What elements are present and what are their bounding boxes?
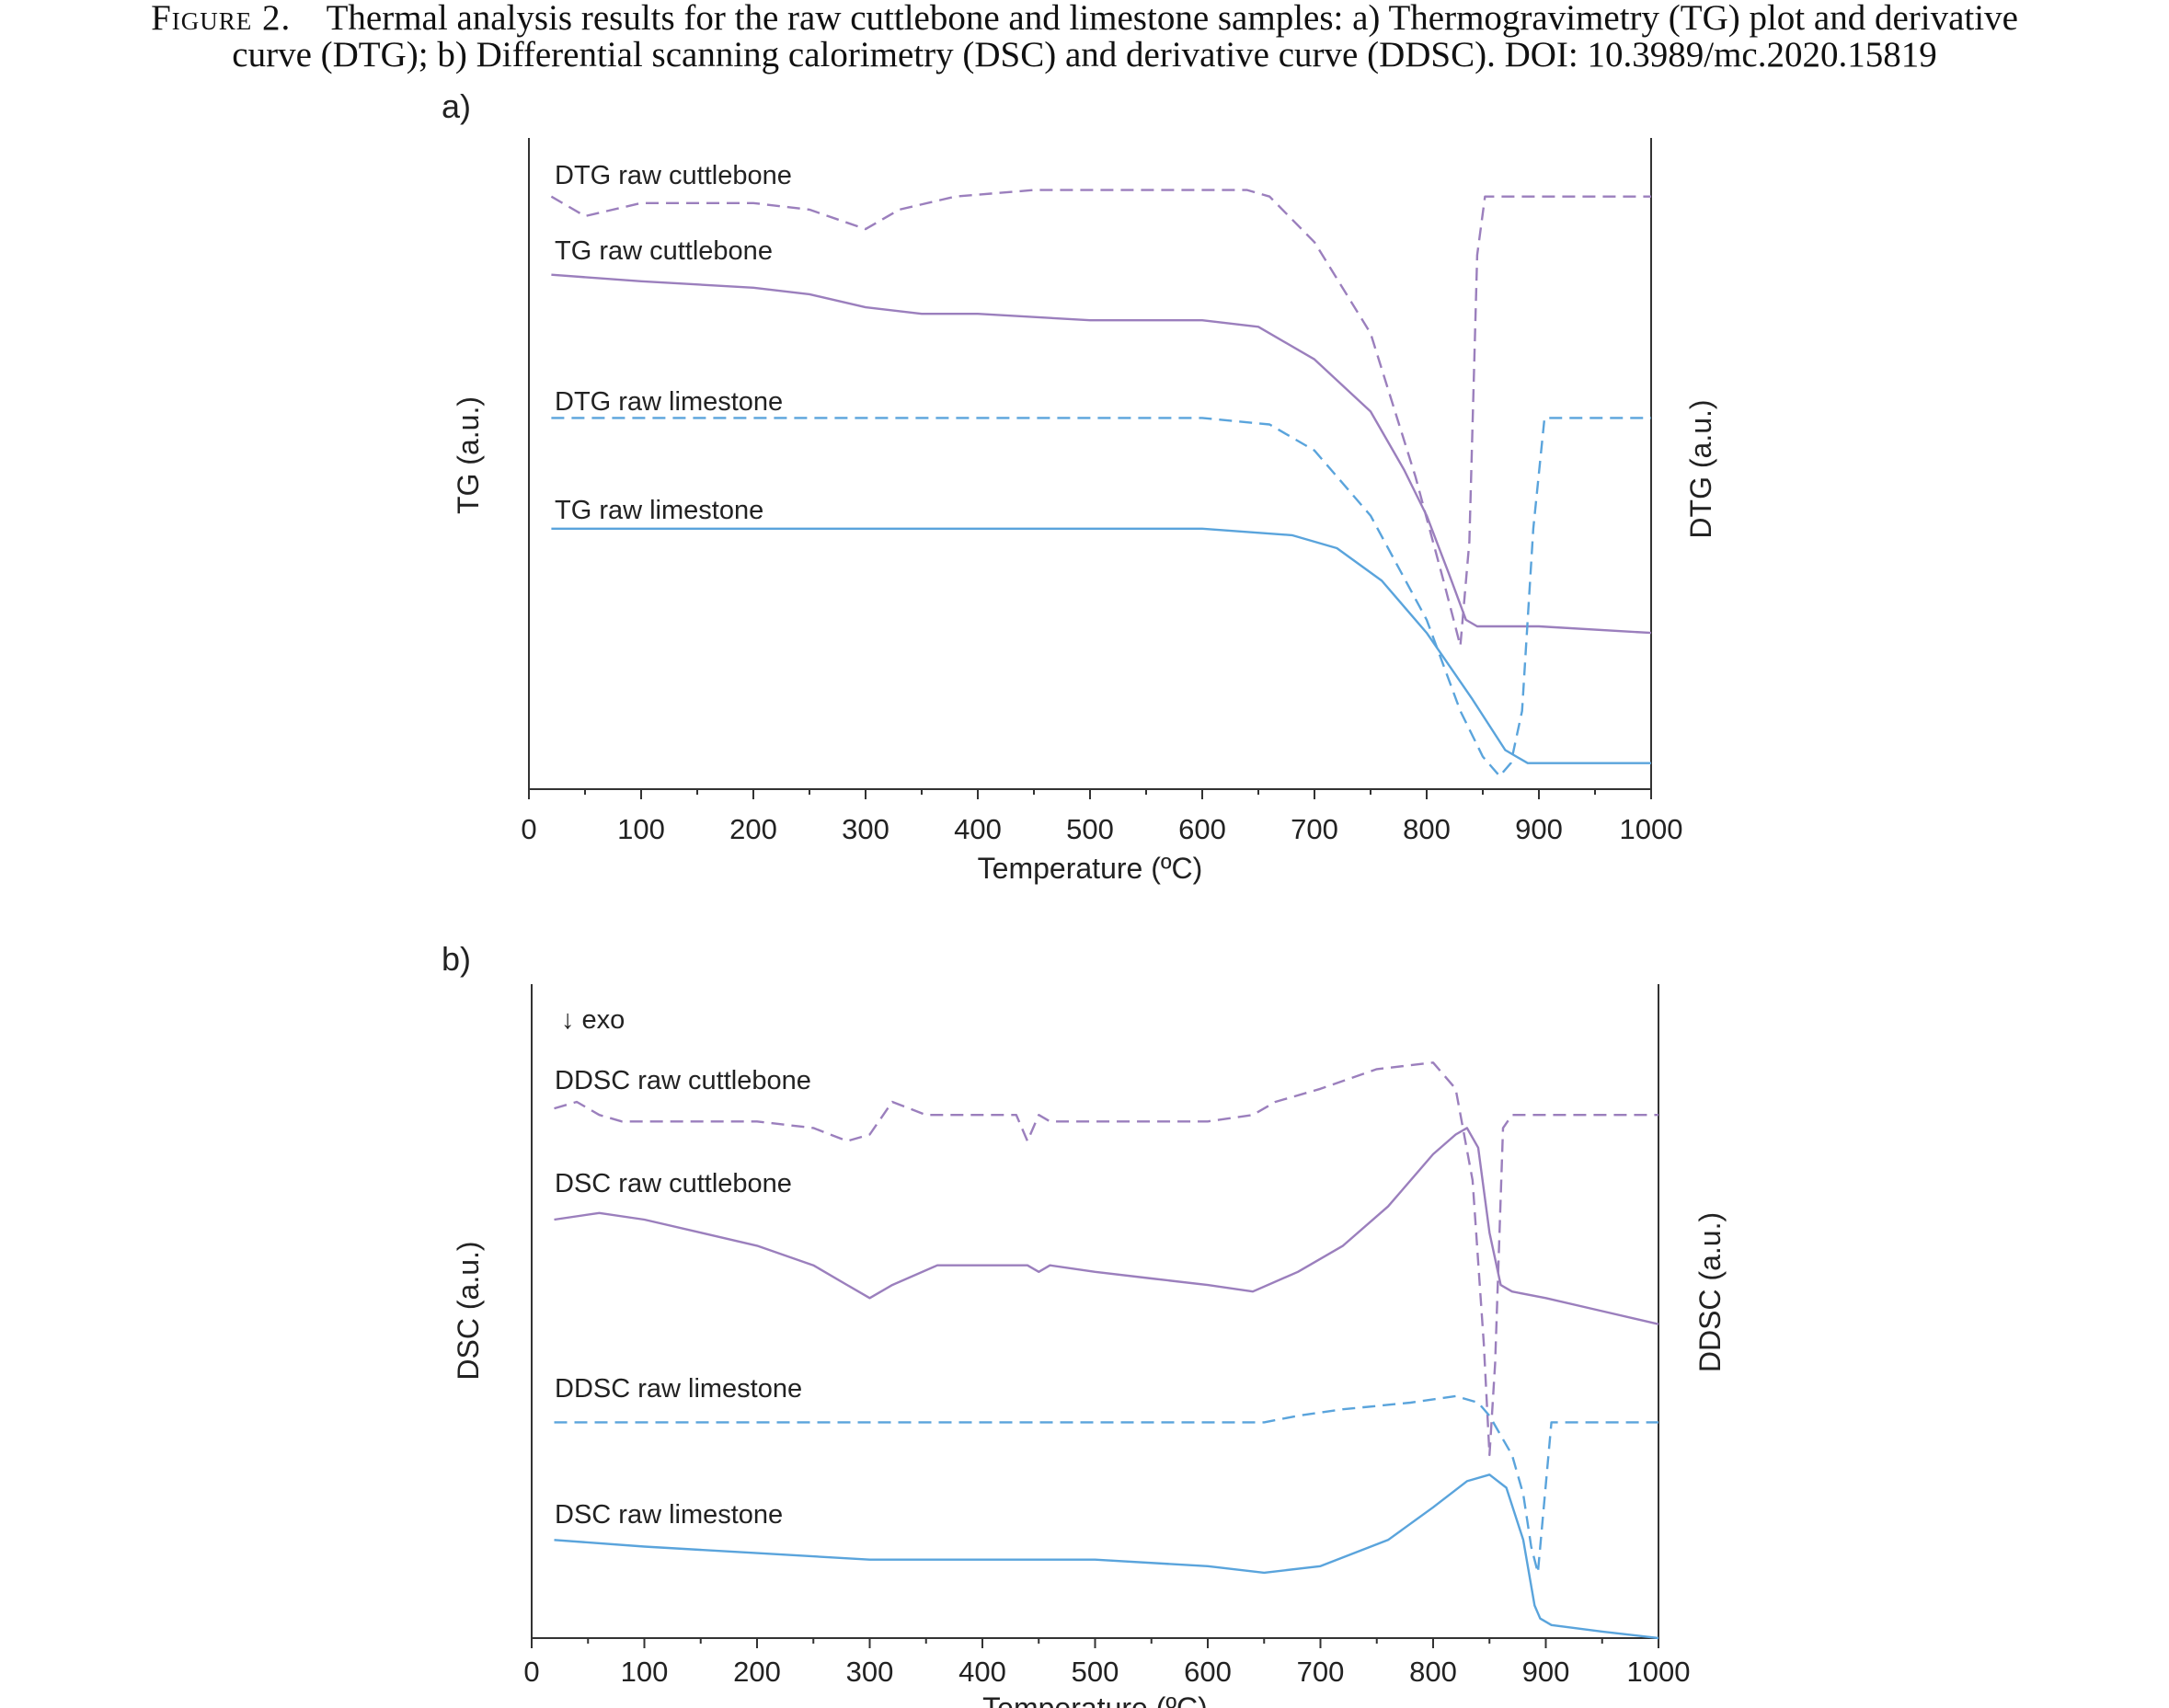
x-tick-label: 200 — [733, 1656, 781, 1688]
series-line-dsc-raw-cuttlebone — [554, 1127, 1659, 1325]
figure-label: Figure 2. — [151, 0, 292, 38]
series-label: DSC raw cuttlebone — [555, 1169, 792, 1198]
series-line-dtg-raw-limestone — [551, 417, 1651, 777]
caption-line-1: Figure 2. Thermal analysis results for t… — [0, 0, 2169, 37]
x-tick-label: 500 — [1072, 1656, 1119, 1688]
x-tick-label: 100 — [617, 813, 665, 845]
panel-label: a) — [442, 87, 471, 125]
x-tick-label: 800 — [1409, 1656, 1457, 1688]
x-tick-label: 400 — [958, 1656, 1006, 1688]
y-axis-label-right: DTG (a.u.) — [1684, 399, 1717, 538]
x-tick-label: 0 — [521, 813, 536, 845]
series-line-dtg-raw-cuttlebone — [550, 189, 1651, 648]
x-tick-label: 900 — [1515, 813, 1563, 845]
figure-caption: Figure 2. Thermal analysis results for t… — [0, 0, 2169, 74]
x-tick-label: 800 — [1403, 813, 1451, 845]
series-label: DDSC raw cuttlebone — [555, 1066, 811, 1095]
x-tick-label: 700 — [1297, 1656, 1345, 1688]
x-tick-label: 500 — [1066, 813, 1114, 845]
x-tick-label: 100 — [621, 1656, 669, 1688]
x-tick-label: 1000 — [1620, 813, 1683, 845]
series-label: DSC raw limestone — [555, 1500, 783, 1530]
exo-annotation: ↓ exo — [561, 1005, 625, 1035]
y-axis-label-right: DDSC (a.u.) — [1693, 1212, 1727, 1372]
x-tick-label: 900 — [1522, 1656, 1570, 1688]
x-tick-label: 0 — [523, 1656, 539, 1688]
series-line-dsc-raw-limestone — [554, 1473, 1659, 1640]
x-tick-label: 600 — [1178, 813, 1226, 845]
x-axis-label: Temperature (ºC) — [978, 852, 1203, 885]
x-tick-label: 300 — [842, 813, 889, 845]
x-tick-label: 400 — [954, 813, 1002, 845]
series-line-ddsc-raw-limestone — [554, 1394, 1658, 1575]
series-label: TG raw cuttlebone — [555, 236, 773, 266]
x-axis-label: Temperature (ºC) — [982, 1691, 1208, 1708]
y-axis-label-left: DSC (a.u.) — [452, 1241, 485, 1380]
series-label: DDSC raw limestone — [555, 1374, 802, 1404]
series-label: DTG raw cuttlebone — [555, 161, 792, 190]
y-axis-label-left: TG (a.u.) — [452, 396, 485, 514]
x-tick-label: 300 — [846, 1656, 894, 1688]
chart-panel-a: a) 0 100 200 300 400 500 600 700 800 900 1000 Temper… — [442, 87, 1717, 885]
series-line-tg-raw-cuttlebone — [551, 273, 1652, 635]
series-line-tg-raw-limestone — [551, 527, 1651, 764]
x-tick-label: 200 — [729, 813, 777, 845]
chart-panel-b: b) 0 100 200 300 400 500 600 700 800 900 1000 Temper… — [442, 940, 1727, 1708]
x-tick-label: 700 — [1291, 813, 1338, 845]
x-tick-label: 600 — [1184, 1656, 1232, 1688]
caption-line-2: curve (DTG); b) Differential scanning ca… — [232, 35, 1937, 75]
caption-text-1: Thermal analysis results for the raw cut… — [326, 0, 2018, 38]
series-label: TG raw limestone — [555, 496, 763, 525]
panel-label: b) — [442, 940, 471, 978]
series-line-ddsc-raw-cuttlebone — [554, 1061, 1658, 1457]
series-label: DTG raw limestone — [555, 387, 783, 417]
x-tick-label: 1000 — [1627, 1656, 1691, 1688]
